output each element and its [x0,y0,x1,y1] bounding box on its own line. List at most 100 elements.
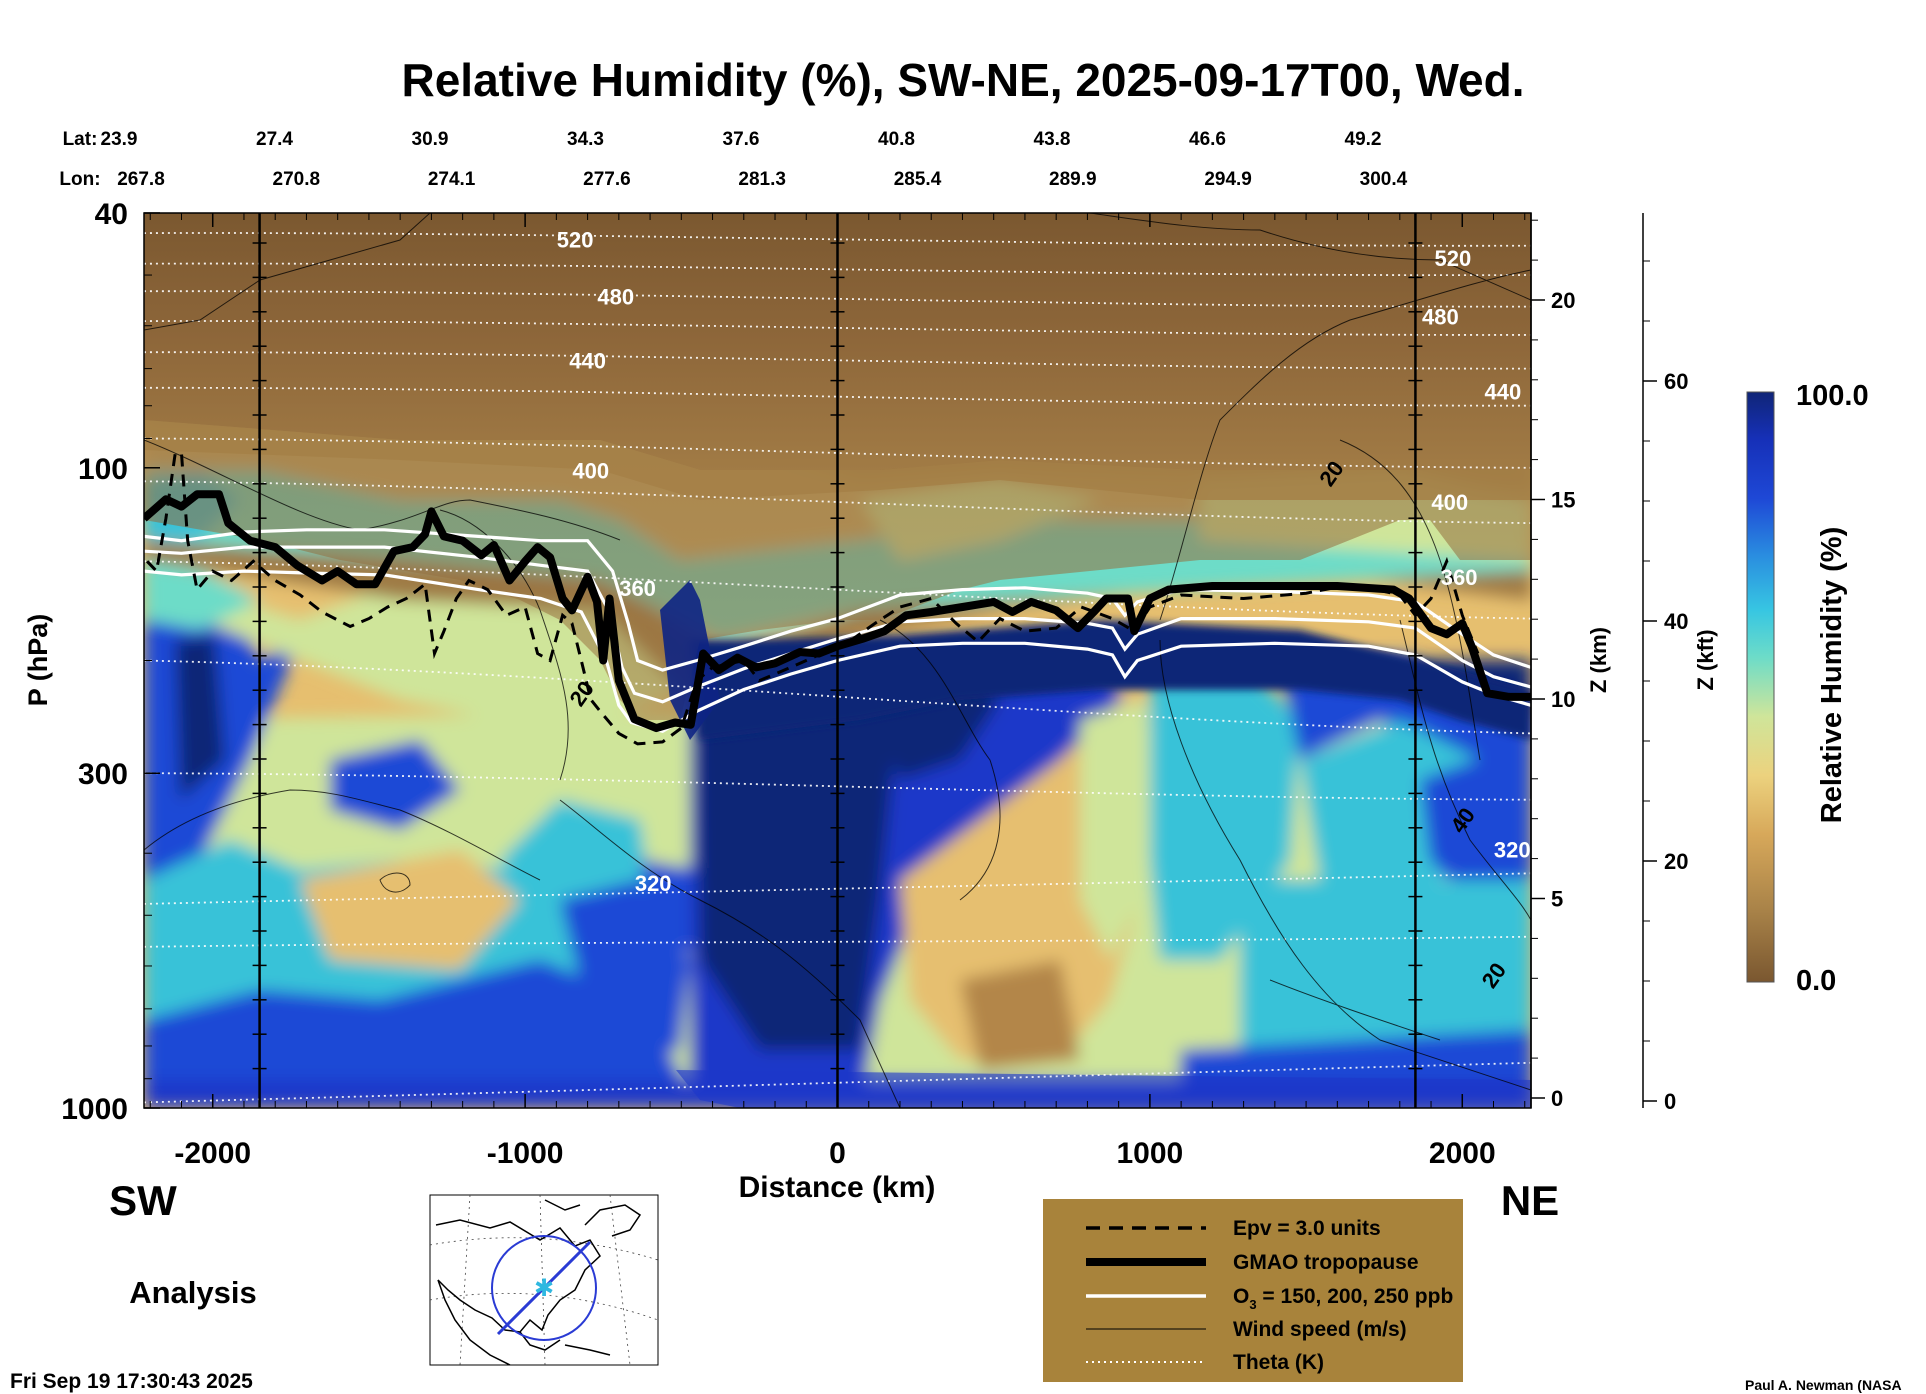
section-vertical-lines [252,213,1423,1108]
theta-line [144,560,1531,620]
theta-line [144,386,1531,407]
p-tick-label: 300 [78,758,128,791]
coastline-icon [435,1199,642,1366]
theta-line [144,480,1531,524]
lat-value: 49.2 [1345,129,1382,150]
theta-contour-label: 440 [1485,379,1522,404]
pressure-axis: 40 100 300 1000 [61,198,160,1126]
theta-contour-label: 360 [1441,565,1478,590]
theta-line [144,437,1531,469]
pressure-axis-title: P (hPa) [23,614,53,707]
theta-line [144,1061,1531,1104]
x-tick-label: 1000 [1117,1137,1184,1170]
theta-line [144,320,1531,336]
o3-contours [144,528,1531,734]
lat-value: 27.4 [256,129,293,150]
theta-line [144,659,1531,735]
z-km-tick-label: 20 [1551,288,1575,313]
theta-line [144,351,1531,370]
z-kft-tick-label: 60 [1664,369,1688,394]
z-kft-tick-label: 20 [1664,849,1688,874]
ne-label: NE [1501,1177,1559,1224]
z-km-tick-label: 0 [1551,1086,1563,1111]
chart-title: Relative Humidity (%), SW-NE, 2025-09-17… [401,54,1524,106]
lon-value: 274.1 [428,169,476,190]
lat-value: 40.8 [878,129,915,150]
lon-value: 281.3 [738,169,786,190]
z-kft-axis: 0 20 40 60 [1642,213,1688,1114]
analysis-label: Analysis [129,1275,257,1310]
theta-contour-label: 360 [619,576,656,601]
legend: Epv = 3.0 units GMAO tropopause O3 = 150… [1043,1199,1463,1382]
theta-line [144,262,1531,277]
legend-tropopause-label: GMAO tropopause [1233,1251,1419,1274]
theta-contour-label: 440 [569,349,606,374]
lat-value: 34.3 [567,129,604,150]
lat-lon-header: 23.9 27.4 30.9 34.3 37.6 40.8 43.8 46.6 49.2 267.… [101,129,1408,190]
x-axis: -2000 -1000 0 1000 2000 [149,213,1526,1170]
lon-value: 294.9 [1204,169,1252,190]
theta-contour-label: 400 [572,459,609,484]
timestamp: Fri Sep 19 17:30:43 2025 [10,1370,253,1393]
p-tick-label: 100 [78,453,128,486]
legend-theta-label: Theta (K) [1233,1351,1324,1374]
z-km-tick-label: 15 [1551,488,1575,513]
theta-line [144,935,1531,948]
p-tick-label: 40 [95,198,128,231]
lon-value: 285.4 [894,169,942,190]
lon-value: 289.9 [1049,169,1097,190]
lon-value: 300.4 [1360,169,1408,190]
x-tick-label: 0 [829,1137,846,1170]
theta-contour-label: 320 [1494,838,1531,863]
colorbar-title: Relative Humidity (%) [1816,527,1848,824]
colorbar-min-label: 0.0 [1796,965,1836,997]
theta-contour-label: 400 [1431,490,1468,515]
o3-150-line [144,528,1531,672]
lon-value: 270.8 [273,169,321,190]
z-kft-tick-label: 40 [1664,609,1688,634]
theta-contour-label: 480 [1422,304,1459,329]
theta-line [144,232,1531,247]
theta-line [144,772,1531,801]
colorbar-max-label: 100.0 [1796,380,1869,412]
theta-contour-label: 480 [597,284,634,309]
lat-row-label: Lat: [63,129,98,150]
z-km-axis: 0 5 10 15 20 [1530,213,1575,1111]
theta-contour-label: 520 [1435,246,1472,271]
lat-value: 30.9 [412,129,449,150]
locator-map: ✱ [429,1194,659,1366]
z-kft-tick-label: 0 [1664,1089,1676,1114]
legend-wind-label: Wind speed (m/s) [1233,1318,1407,1341]
wind-contours [144,213,1531,1108]
lat-value: 43.8 [1034,129,1071,150]
sw-label: SW [109,1177,177,1224]
p-tick-label: 1000 [61,1093,128,1126]
theta-contour-label: 520 [557,228,594,253]
theta-line [144,872,1531,905]
z-km-tick-label: 5 [1551,887,1563,912]
theta-line [144,290,1531,308]
lon-value: 267.8 [117,169,165,190]
x-tick-label: 2000 [1429,1137,1496,1170]
z-km-axis-title: Z (km) [1586,627,1611,693]
x-tick-label: -1000 [487,1137,564,1170]
legend-epv-label: Epv = 3.0 units [1233,1217,1381,1240]
center-star-icon: ✱ [534,1274,554,1302]
lat-value: 23.9 [101,129,138,150]
x-axis-title: Distance (km) [739,1171,936,1204]
theta-contour-label: 320 [635,871,672,896]
colorbar [1746,391,1775,983]
legend-o3-label: O3 = 150, 200, 250 ppb [1233,1285,1453,1312]
z-km-tick-label: 10 [1551,687,1575,712]
credit: Paul A. Newman (NASA [1745,1377,1902,1393]
lon-row-label: Lon: [59,169,100,190]
x-tick-label: -2000 [174,1137,251,1170]
tropopause-line [144,490,1531,733]
z-kft-axis-title: Z (kft) [1693,629,1718,690]
lat-value: 37.6 [723,129,760,150]
o3-250-line [144,569,1531,734]
lon-value: 277.6 [583,169,631,190]
o3-200-line [144,545,1531,704]
lat-value: 46.6 [1189,129,1226,150]
